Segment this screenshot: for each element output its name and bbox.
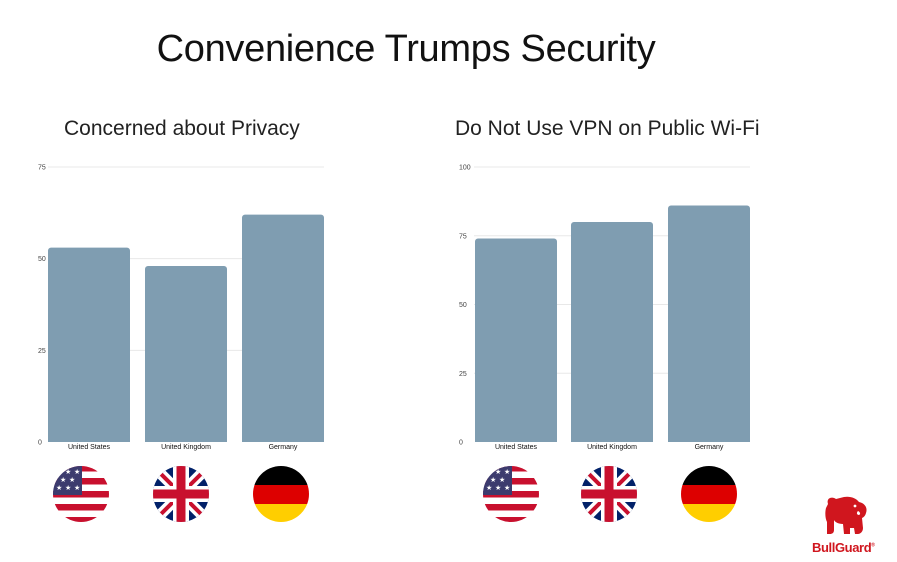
bar-base (242, 438, 324, 442)
bar (475, 238, 557, 442)
svg-text:★: ★ (56, 468, 62, 476)
bar (145, 266, 227, 442)
us-flag-icon: ★ ★ ★ ★ ★ ★ ★ ★ (483, 466, 539, 522)
svg-text:★: ★ (74, 484, 80, 492)
brand-trademark: ® (871, 542, 875, 549)
y-tick-label: 50 (459, 302, 467, 309)
bulldog-logo-icon (825, 496, 867, 534)
bar-base (571, 438, 653, 442)
bar (571, 222, 653, 442)
svg-text:★: ★ (499, 476, 505, 484)
svg-text:★: ★ (65, 484, 71, 492)
bar (668, 205, 750, 442)
chart-title-privacy: Concerned about Privacy (64, 117, 300, 140)
bar-base (48, 438, 130, 442)
svg-text:★: ★ (74, 468, 80, 476)
y-tick-label: 100 (459, 165, 471, 172)
bar (48, 247, 130, 442)
y-tick-label: 0 (459, 440, 463, 447)
brand-name: BullGuard (812, 540, 872, 555)
svg-text:★: ★ (504, 484, 510, 492)
y-tick-label: 25 (38, 348, 46, 355)
x-category-label: United Kingdom (161, 444, 211, 451)
bar (242, 214, 324, 442)
us-flag-icon: ★ ★ ★ ★ ★ ★ ★ ★ (53, 466, 109, 522)
svg-text:★: ★ (65, 468, 71, 476)
x-category-label: Germany (695, 444, 724, 451)
svg-text:★: ★ (60, 476, 66, 484)
page-title: Convenience Trumps Security (156, 28, 656, 70)
svg-text:★: ★ (495, 468, 501, 476)
svg-text:★: ★ (486, 468, 492, 476)
x-category-label: Germany (269, 444, 298, 451)
germany-flag-icon (253, 466, 309, 522)
y-tick-label: 25 (459, 371, 467, 378)
x-category-label: United Kingdom (587, 444, 637, 451)
y-tick-label: 50 (38, 256, 46, 263)
uk-flag-icon (581, 466, 637, 522)
y-tick-label: 0 (38, 440, 42, 447)
bar-base (145, 438, 227, 442)
svg-text:★: ★ (486, 484, 492, 492)
svg-text:★: ★ (495, 484, 501, 492)
x-category-label: United States (495, 444, 538, 451)
y-tick-label: 75 (38, 165, 46, 172)
germany-flag-icon (681, 466, 737, 522)
svg-text:★: ★ (504, 468, 510, 476)
svg-text:★: ★ (56, 484, 62, 492)
brand-logo-text: BullGuard® (812, 540, 875, 555)
svg-text:★: ★ (69, 476, 75, 484)
y-tick-label: 75 (459, 233, 467, 240)
chart-title-vpn: Do Not Use VPN on Public Wi-Fi (455, 117, 760, 140)
bar-base (475, 438, 557, 442)
x-category-label: United States (68, 444, 111, 451)
bar-base (668, 438, 750, 442)
uk-flag-icon (153, 466, 209, 522)
svg-text:★: ★ (490, 476, 496, 484)
